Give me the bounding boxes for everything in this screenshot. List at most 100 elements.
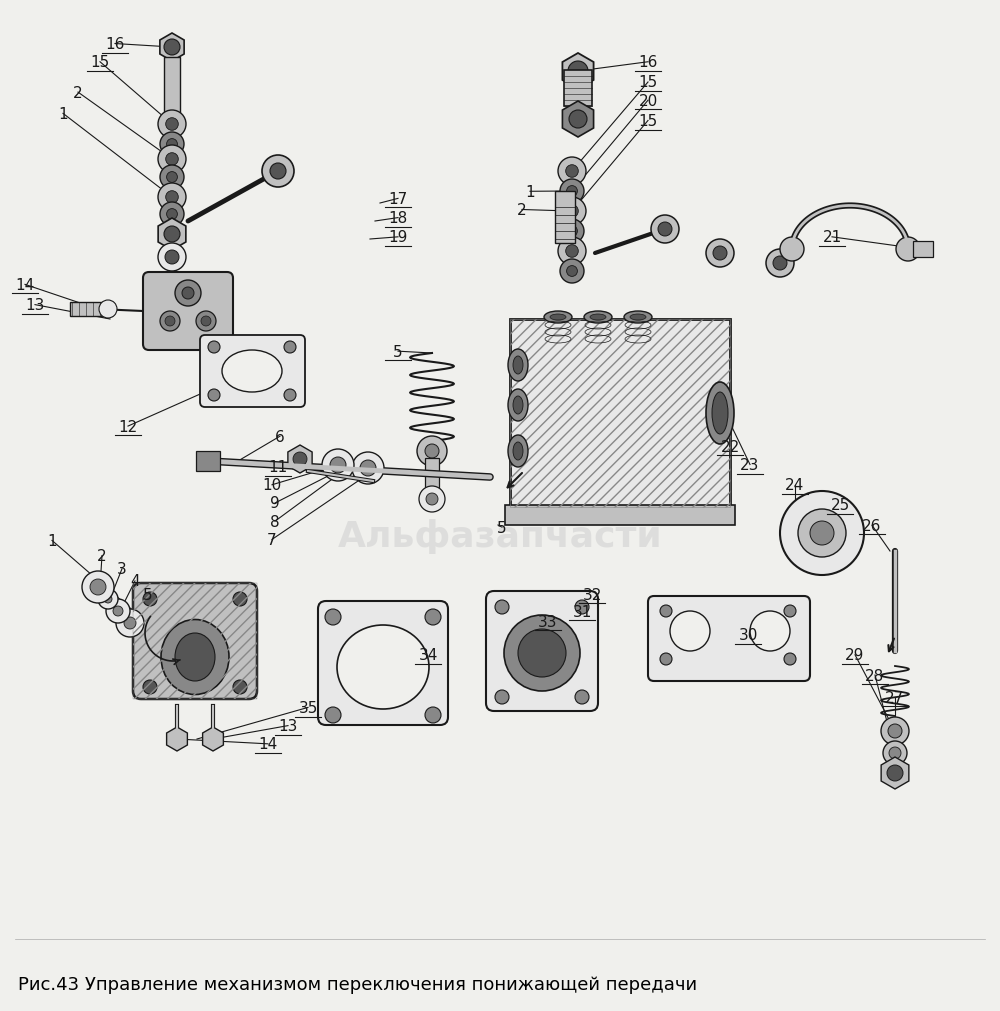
Circle shape <box>330 458 346 473</box>
Circle shape <box>887 765 903 782</box>
Circle shape <box>766 250 794 278</box>
Text: 3: 3 <box>117 562 127 576</box>
Circle shape <box>566 246 578 258</box>
Text: 18: 18 <box>388 211 408 225</box>
Bar <box>425 459 439 496</box>
Circle shape <box>784 653 796 665</box>
Circle shape <box>568 62 588 82</box>
Circle shape <box>566 205 578 218</box>
Text: 27: 27 <box>885 691 905 705</box>
Circle shape <box>165 251 179 265</box>
Text: Рис.43 Управление механизмом переключения понижающей передачи: Рис.43 Управление механизмом переключени… <box>18 975 697 993</box>
Circle shape <box>360 461 376 476</box>
Circle shape <box>196 311 216 332</box>
Circle shape <box>560 180 584 204</box>
Circle shape <box>98 589 118 610</box>
Ellipse shape <box>508 436 528 467</box>
Text: 34: 34 <box>418 648 438 662</box>
Ellipse shape <box>337 626 429 710</box>
Circle shape <box>713 247 727 261</box>
Text: 35: 35 <box>298 701 318 715</box>
Text: Альфазапчасти: Альфазапчасти <box>338 519 662 553</box>
Text: 32: 32 <box>582 587 602 602</box>
Circle shape <box>810 522 834 546</box>
Circle shape <box>567 226 577 238</box>
Circle shape <box>780 491 864 575</box>
Bar <box>164 58 180 120</box>
Circle shape <box>425 708 441 723</box>
Text: 22: 22 <box>720 440 740 454</box>
Circle shape <box>166 154 178 166</box>
Circle shape <box>670 612 710 651</box>
Text: 16: 16 <box>105 37 125 52</box>
Text: 13: 13 <box>278 719 298 733</box>
Text: 17: 17 <box>388 192 408 206</box>
Polygon shape <box>288 446 312 473</box>
Text: 29: 29 <box>845 648 865 662</box>
Circle shape <box>270 164 286 180</box>
Circle shape <box>883 741 907 765</box>
Circle shape <box>780 238 804 262</box>
Text: 10: 10 <box>262 478 282 492</box>
Polygon shape <box>881 757 909 790</box>
Circle shape <box>888 724 902 738</box>
Bar <box>510 319 730 508</box>
Text: 19: 19 <box>388 231 408 245</box>
Circle shape <box>158 244 186 272</box>
Circle shape <box>143 592 157 607</box>
Circle shape <box>660 653 672 665</box>
FancyBboxPatch shape <box>200 336 305 407</box>
Text: 30: 30 <box>738 628 758 642</box>
Circle shape <box>567 186 577 197</box>
Circle shape <box>160 166 184 190</box>
Circle shape <box>262 156 294 188</box>
Circle shape <box>293 453 307 466</box>
Text: 6: 6 <box>275 430 285 444</box>
Circle shape <box>495 691 509 705</box>
Circle shape <box>175 281 201 306</box>
Circle shape <box>284 389 296 401</box>
Text: 20: 20 <box>638 94 658 108</box>
Circle shape <box>233 680 247 695</box>
Circle shape <box>160 311 180 332</box>
Ellipse shape <box>624 311 652 324</box>
Circle shape <box>284 342 296 354</box>
Ellipse shape <box>590 314 606 320</box>
Text: 11: 11 <box>268 460 288 474</box>
Circle shape <box>208 342 220 354</box>
Circle shape <box>784 606 796 618</box>
Text: 26: 26 <box>862 519 882 533</box>
Circle shape <box>164 40 180 56</box>
Circle shape <box>504 616 580 692</box>
Circle shape <box>425 610 441 626</box>
Circle shape <box>233 592 247 607</box>
Circle shape <box>566 166 578 178</box>
Text: 25: 25 <box>830 498 850 513</box>
Text: 24: 24 <box>785 478 805 492</box>
Circle shape <box>143 680 157 695</box>
Ellipse shape <box>175 633 215 681</box>
Bar <box>133 583 257 700</box>
Text: 12: 12 <box>118 420 138 434</box>
Polygon shape <box>160 34 184 62</box>
FancyBboxPatch shape <box>143 273 233 351</box>
Circle shape <box>164 226 180 243</box>
Circle shape <box>558 158 586 186</box>
Circle shape <box>158 146 186 174</box>
Polygon shape <box>158 218 186 251</box>
Circle shape <box>651 215 679 244</box>
Circle shape <box>560 260 584 284</box>
Circle shape <box>750 612 790 651</box>
Polygon shape <box>203 727 223 751</box>
Circle shape <box>417 437 447 466</box>
Ellipse shape <box>630 314 646 320</box>
Circle shape <box>530 641 554 665</box>
FancyBboxPatch shape <box>133 583 257 700</box>
Circle shape <box>658 222 672 237</box>
Ellipse shape <box>508 350 528 381</box>
Text: 2: 2 <box>73 86 83 100</box>
Bar <box>913 242 933 258</box>
Text: 31: 31 <box>572 605 592 619</box>
Ellipse shape <box>508 389 528 422</box>
Text: 8: 8 <box>270 515 280 529</box>
